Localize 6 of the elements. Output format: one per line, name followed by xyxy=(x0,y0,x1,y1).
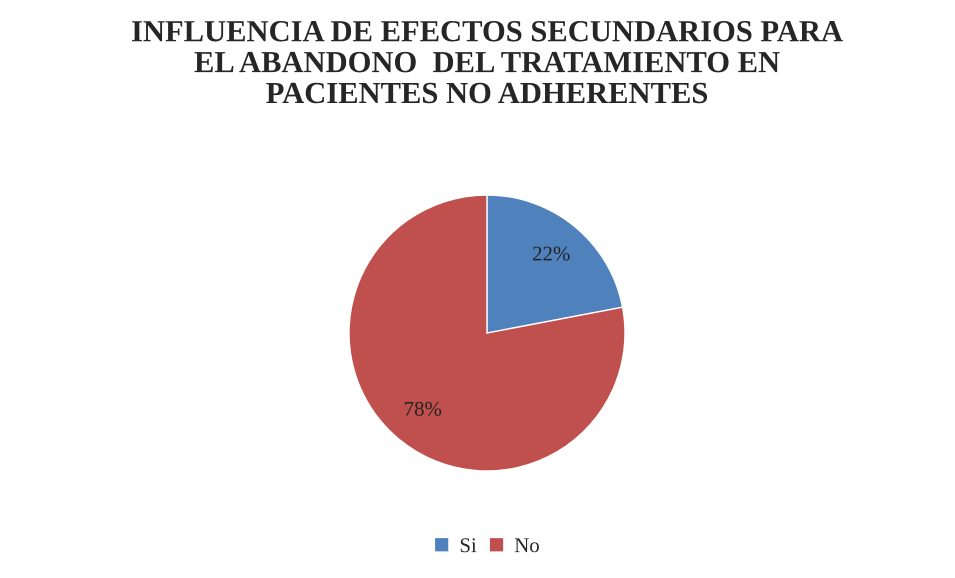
legend-label: No xyxy=(514,538,539,552)
legend-label: Si xyxy=(460,538,476,552)
pie-slice xyxy=(348,194,626,472)
chart-title: INFLUENCIA DE EFECTOS SECUNDARIOS PARA EL ABANDONO DEL TRATAMIENTO EN PACIENTES NO ADHERENTES xyxy=(132,20,843,104)
data-label: 22% xyxy=(533,246,570,261)
data-label: 78% xyxy=(405,402,442,416)
